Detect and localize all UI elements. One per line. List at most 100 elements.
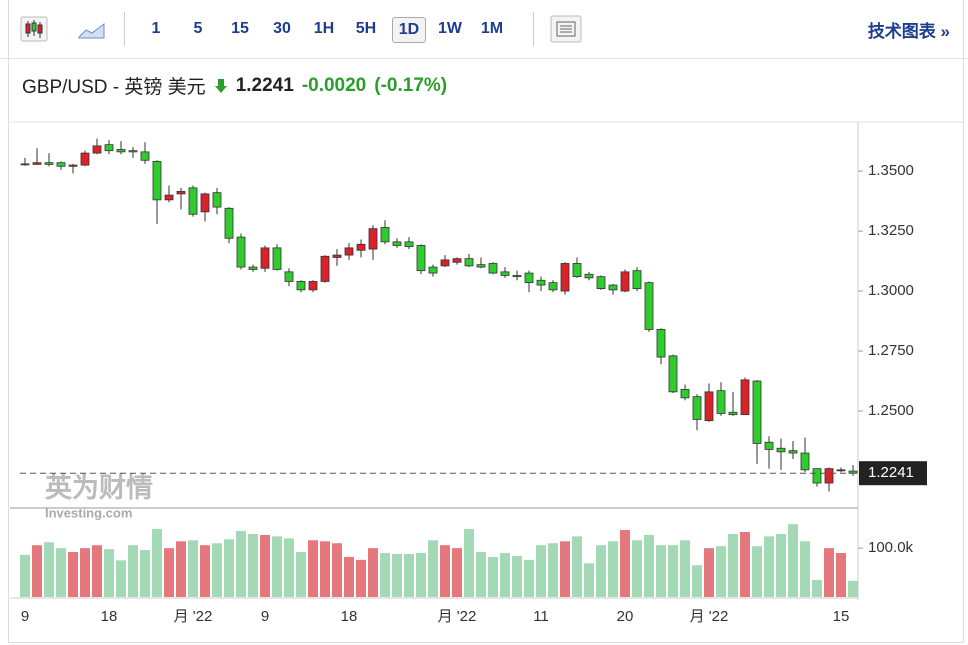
- candle-body: [272, 247, 282, 270]
- tech-chart-link[interactable]: 技术图表 »: [867, 22, 950, 41]
- candle-body: [356, 243, 366, 251]
- volume-tick-label: 100.0k: [868, 539, 914, 556]
- volume-bar: [128, 545, 138, 597]
- candle-body: [668, 355, 678, 393]
- candle-body: [524, 272, 534, 284]
- volume-bar: [500, 553, 510, 597]
- interval-button[interactable]: 1H: [313, 20, 335, 37]
- candle-body: [512, 275, 522, 278]
- volume-bar: [680, 540, 690, 597]
- candle-body: [584, 273, 594, 279]
- interval-button[interactable]: 1M: [480, 20, 504, 37]
- candle-body: [128, 150, 138, 153]
- candle-body: [164, 194, 174, 201]
- volume-bar: [788, 524, 798, 597]
- candle-body: [716, 390, 726, 414]
- x-tick-label: 20: [617, 608, 634, 625]
- volume-bar: [572, 536, 582, 597]
- candle-body: [692, 396, 702, 420]
- candle-body: [644, 282, 654, 330]
- candle-body: [224, 207, 234, 239]
- volume-bar: [68, 552, 78, 597]
- y-tick-label: 1.2750: [868, 342, 914, 359]
- candle-body: [824, 468, 834, 484]
- x-tick-label: 9: [261, 608, 269, 625]
- volume-bar: [356, 559, 366, 597]
- watermark-site: Investing.com: [45, 505, 132, 520]
- interval-button[interactable]: 1D: [392, 17, 426, 43]
- volume-bar: [836, 553, 846, 597]
- candle-body: [284, 271, 294, 282]
- interval-button[interactable]: 1: [151, 20, 161, 37]
- candle-body: [92, 145, 102, 154]
- x-tick-label: 18: [341, 608, 358, 625]
- layout-icon[interactable]: [550, 15, 582, 43]
- volume-bar: [704, 548, 714, 597]
- candle-body: [836, 469, 846, 472]
- volume-bar: [80, 548, 90, 597]
- volume-bar: [608, 541, 618, 597]
- candle-body: [320, 255, 330, 282]
- x-tick-label: 月 '22: [438, 608, 477, 625]
- x-tick-label: 11: [533, 608, 549, 625]
- change: -0.0020: [301, 74, 367, 96]
- volume-bar: [164, 548, 174, 597]
- volume-bar: [656, 545, 666, 597]
- last-price-label: 1.2241: [868, 464, 914, 481]
- volume-bar: [308, 540, 318, 597]
- volume-bar: [824, 548, 834, 597]
- volume-bar: [632, 540, 642, 597]
- change-pct: (-0.17%): [374, 74, 448, 96]
- interval-button[interactable]: 30: [273, 20, 291, 37]
- volume-bar: [740, 531, 750, 597]
- candle-body: [392, 241, 402, 246]
- candle-body: [440, 259, 450, 267]
- interval-button[interactable]: 5H: [355, 20, 377, 37]
- volume-bar: [140, 550, 150, 597]
- candle-body: [476, 264, 486, 268]
- interval-button[interactable]: 15: [231, 20, 249, 37]
- volume-bar: [560, 541, 570, 597]
- volume-bar: [212, 543, 222, 597]
- volume-bar: [752, 546, 762, 597]
- volume-bar: [536, 545, 546, 597]
- y-tick-label: 1.2500: [868, 402, 914, 419]
- candle-body: [248, 266, 258, 270]
- candle-body: [572, 263, 582, 278]
- candle-body: [596, 276, 606, 290]
- volume-bar: [620, 530, 630, 597]
- candle-body: [332, 254, 342, 258]
- candle-body: [680, 389, 690, 399]
- candle-body: [236, 236, 246, 268]
- volume-bar: [728, 533, 738, 597]
- candle-body: [620, 271, 630, 292]
- volume-bar: [404, 553, 414, 597]
- interval-button[interactable]: 1W: [438, 20, 462, 37]
- x-tick-label: 9: [21, 608, 29, 625]
- candle-body: [368, 228, 378, 250]
- volume-bar: [248, 533, 258, 597]
- volume-bar: [380, 553, 390, 597]
- candle-body: [380, 227, 390, 243]
- volume-bar: [584, 563, 594, 597]
- candle-body: [632, 270, 642, 290]
- candle-body: [68, 164, 78, 167]
- volume-bar: [188, 540, 198, 597]
- candle-body: [776, 447, 786, 453]
- area-icon[interactable]: [78, 20, 106, 40]
- volume-bar: [296, 552, 306, 597]
- volume-bar: [368, 548, 378, 597]
- candle-body: [656, 329, 666, 358]
- candle-icon[interactable]: [20, 16, 48, 42]
- interval-button[interactable]: 5: [193, 20, 203, 37]
- candle-body: [764, 441, 774, 450]
- volume-bar: [176, 541, 186, 597]
- candle-body: [788, 450, 798, 454]
- volume-bar: [56, 548, 66, 597]
- candle-body: [452, 258, 462, 263]
- candle-body: [560, 263, 570, 292]
- candle-body: [536, 279, 546, 286]
- separator: [124, 12, 125, 46]
- candle-body: [296, 281, 306, 291]
